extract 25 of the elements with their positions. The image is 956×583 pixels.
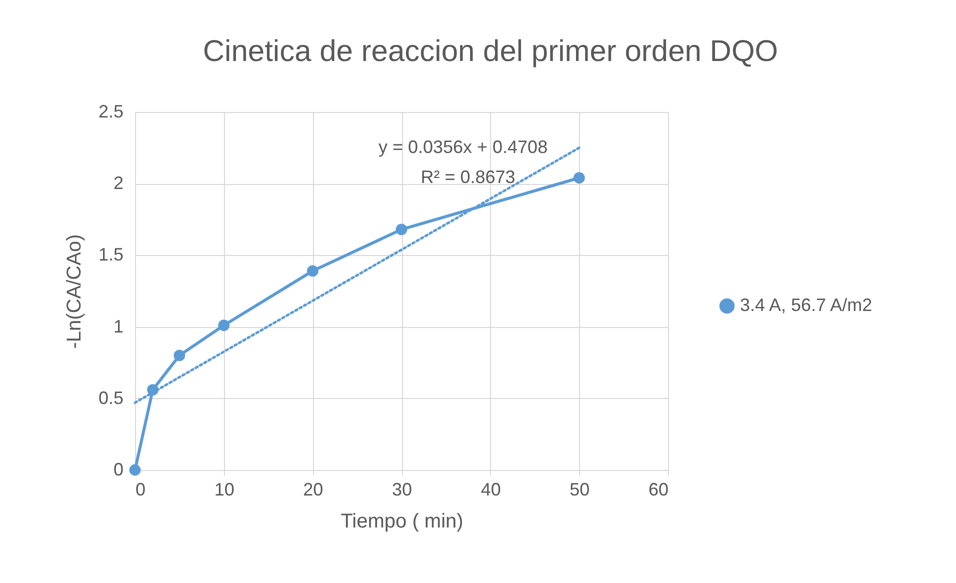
- point: [129, 464, 141, 476]
- y-tick-label: 1.5: [98, 244, 124, 265]
- y-tick-label: 0: [113, 460, 124, 480]
- y-tick-label: 2.5: [98, 102, 124, 122]
- legend-label: 3.4 A, 56.7 A/m2: [740, 295, 872, 315]
- point: [174, 350, 186, 362]
- chart-title: Cinetica de reaccion del primer orden DQO: [202, 35, 778, 68]
- point: [306, 265, 318, 277]
- x-tick-label: 50: [570, 480, 590, 500]
- annotation: y = 0.0356x + 0.4708: [378, 137, 548, 157]
- annotation: R² = 0.8673: [420, 167, 516, 187]
- x-axis-title: Tiempo ( min): [340, 510, 464, 532]
- x-tick-label: 0: [136, 480, 146, 500]
- point: [218, 320, 230, 332]
- point: [396, 224, 408, 236]
- x-tick-label: 10: [214, 480, 234, 500]
- x-tick-label: 30: [392, 480, 412, 500]
- y-tick-label: 2: [113, 173, 124, 194]
- x-tick-label: 20: [303, 480, 324, 500]
- y-axis-title: -Ln(CA/CAo): [63, 234, 86, 349]
- x-tick-label: 60: [648, 480, 668, 500]
- point: [573, 172, 585, 184]
- y-tick-label: 1: [113, 316, 124, 336]
- x-tick-label: 40: [480, 480, 501, 500]
- y-tick-label: 0.5: [98, 388, 124, 408]
